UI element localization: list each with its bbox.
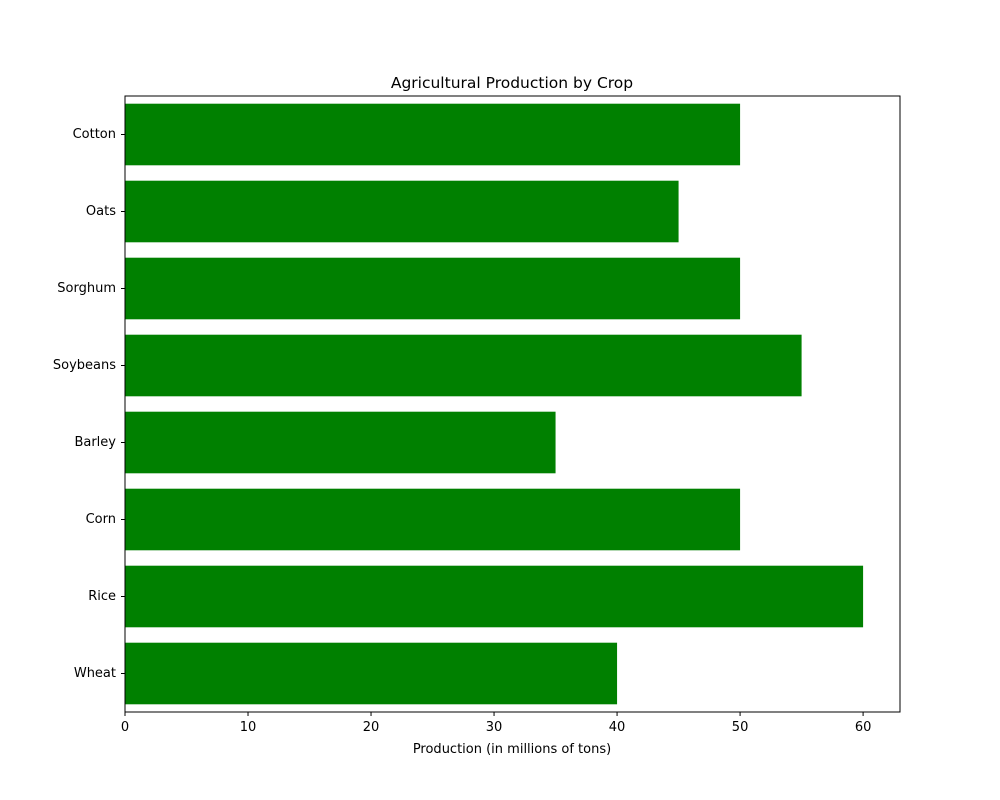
y-tick-label: Rice [88,589,116,604]
y-axis: Wheat Rice Corn Barley Soybeans Sorghum Oats Co… [53,127,125,681]
x-tick-label: 10 [240,720,257,735]
y-tick-label: Soybeans [53,358,116,373]
x-axis-title: Production (in millions of tons) [413,742,611,757]
bar-soybeans [125,334,802,397]
x-axis: 0 10 20 30 40 50 60 [121,712,872,735]
chart-title: Agricultural Production by Crop [391,74,633,92]
y-tick-label: Sorghum [57,281,116,296]
y-tick-label: Oats [86,204,116,219]
y-tick-label: Corn [86,512,116,527]
x-tick-label: 40 [609,720,626,735]
bar-sorghum [125,257,741,320]
bar-corn [125,488,741,551]
y-tick-label: Cotton [73,127,116,142]
bar-oats [125,180,679,243]
bar-cotton [125,103,741,166]
y-tick-label: Wheat [74,666,116,681]
bars-layer [125,103,864,705]
y-tick-label: Barley [74,435,116,450]
bar-wheat [125,642,618,705]
x-tick-label: 30 [486,720,503,735]
bar-barley [125,411,556,474]
bar-rice [125,565,864,628]
x-tick-label: 0 [121,720,129,735]
x-tick-label: 50 [732,720,749,735]
x-tick-label: 60 [855,720,872,735]
x-tick-label: 20 [363,720,380,735]
plot-area-frame [124,95,901,713]
